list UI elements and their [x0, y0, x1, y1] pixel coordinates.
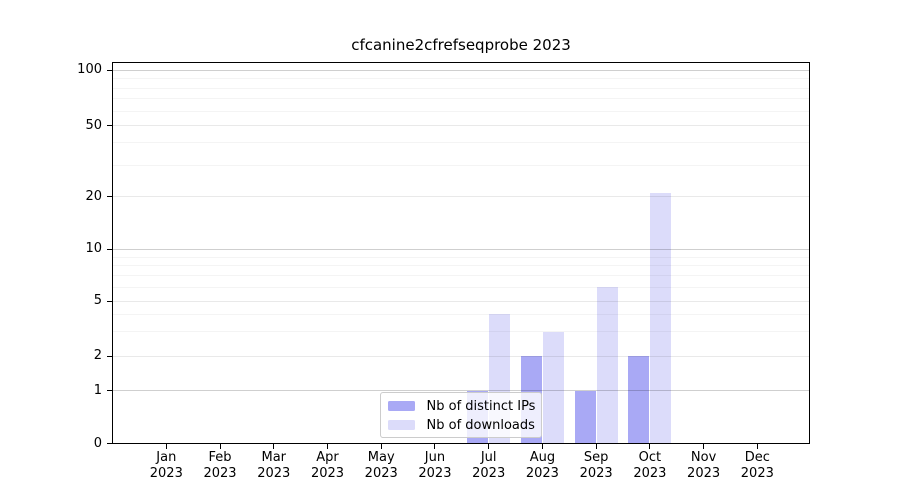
y-tick-100: [107, 69, 112, 71]
y-tick-label-100: 100: [77, 62, 102, 78]
gridlines-layer: [113, 63, 809, 443]
x-tick-label-oct: Oct 2023: [615, 450, 685, 481]
x-tick-jan: [165, 444, 167, 449]
bar-downloads-sep: [596, 287, 618, 443]
y-tick-2: [107, 355, 112, 357]
x-tick-may: [380, 444, 382, 449]
legend-label-distinct-ips: Nb of distinct IPs: [426, 398, 536, 414]
gridline-100: [113, 69, 809, 71]
x-tick-label-sep: Sep 2023: [561, 450, 631, 481]
gridline-2: [113, 355, 809, 357]
x-tick-aug: [541, 444, 543, 449]
x-tick-year-jun: 2023: [418, 465, 452, 481]
legend-item-downloads: Nb of downloads: [387, 416, 541, 435]
gridline-10: [113, 248, 809, 250]
legend-label-downloads: Nb of downloads: [426, 417, 535, 433]
x-tick-label-jan: Jan 2023: [131, 450, 201, 481]
x-tick-feb: [219, 444, 221, 449]
gridline-50: [113, 125, 809, 127]
x-tick-label-dec: Dec 2023: [722, 450, 792, 481]
x-tick-jul: [488, 444, 490, 449]
gridline-20: [113, 196, 809, 198]
plot-area: Nb of distinct IPs Nb of downloads: [112, 62, 810, 444]
bars-layer: [113, 63, 809, 443]
x-tick-year-apr: 2023: [310, 465, 345, 481]
y-tick-label-20: 20: [85, 188, 102, 204]
gridline-minor-6: [113, 286, 809, 288]
x-tick-nov: [703, 444, 705, 449]
x-tick-year-may: 2023: [364, 465, 398, 481]
x-tick-year-jan: 2023: [149, 465, 183, 481]
gridline-1: [113, 390, 809, 391]
x-tick-year-aug: 2023: [525, 465, 559, 481]
gridline-minor-30: [113, 164, 809, 166]
bar-distinct-ips-sep: [574, 390, 596, 443]
y-tick-0: [107, 443, 112, 444]
x-tick-label-jul: Jul 2023: [454, 450, 524, 481]
x-tick-dec: [756, 444, 758, 449]
gridline-minor-90: [113, 78, 809, 80]
x-tick-oct: [649, 444, 651, 449]
x-tick-label-jun: Jun 2023: [400, 450, 470, 481]
y-tick-label-1: 1: [93, 382, 102, 398]
x-tick-year-nov: 2023: [687, 465, 721, 481]
y-tick-label-2: 2: [93, 348, 102, 364]
x-tick-year-sep: 2023: [579, 465, 613, 481]
y-tick-label-0: 0: [93, 435, 102, 451]
y-tick-20: [107, 196, 112, 198]
y-tick-label-5: 5: [93, 293, 102, 308]
x-tick-label-apr: Apr 2023: [292, 450, 362, 481]
legend: Nb of distinct IPs Nb of downloads: [379, 391, 542, 438]
gridline-minor-7: [113, 275, 809, 277]
gridline-minor-80: [113, 87, 809, 89]
x-tick-year-dec: 2023: [740, 465, 774, 481]
x-tick-label-mar: Mar 2023: [239, 450, 309, 481]
bar-downloads-oct: [650, 192, 672, 443]
gridline-minor-8: [113, 265, 809, 267]
bar-distinct-ips-oct: [628, 356, 650, 443]
x-tick-apr: [326, 444, 328, 449]
x-tick-label-may: May 2023: [346, 450, 416, 481]
x-tick-year-oct: 2023: [633, 465, 667, 481]
gridline-5: [113, 300, 809, 302]
legend-item-distinct-ips: Nb of distinct IPs: [387, 397, 541, 416]
y-tick-label-10: 10: [85, 241, 102, 257]
x-tick-label-aug: Aug 2023: [507, 450, 577, 481]
x-tick-label-feb: Feb 2023: [185, 450, 255, 481]
gridline-minor-70: [113, 98, 809, 100]
legend-swatch-downloads: [387, 420, 415, 430]
x-tick-jun: [434, 444, 436, 449]
x-tick-mar: [273, 444, 275, 449]
gridline-minor-4: [113, 313, 809, 315]
gridline-minor-9: [113, 256, 809, 258]
y-tick-10: [107, 248, 112, 250]
x-tick-year-feb: 2023: [203, 465, 237, 481]
gridline-minor-40: [113, 142, 809, 144]
gridline-minor-3: [113, 331, 809, 333]
y-tick-50: [107, 125, 112, 127]
x-tick-sep: [595, 444, 597, 449]
x-tick-year-jul: 2023: [472, 465, 506, 481]
y-tick-5: [107, 300, 112, 302]
x-tick-label-nov: Nov 2023: [669, 450, 739, 481]
gridline-minor-60: [113, 110, 809, 112]
y-tick-1: [107, 390, 112, 391]
bar-downloads-aug: [542, 331, 564, 443]
x-tick-year-mar: 2023: [257, 465, 291, 481]
y-tick-label-50: 50: [85, 117, 102, 133]
chart-title: cfcanine2cfrefseqprobe 2023: [351, 36, 571, 54]
legend-swatch-distinct-ips: [387, 401, 415, 411]
